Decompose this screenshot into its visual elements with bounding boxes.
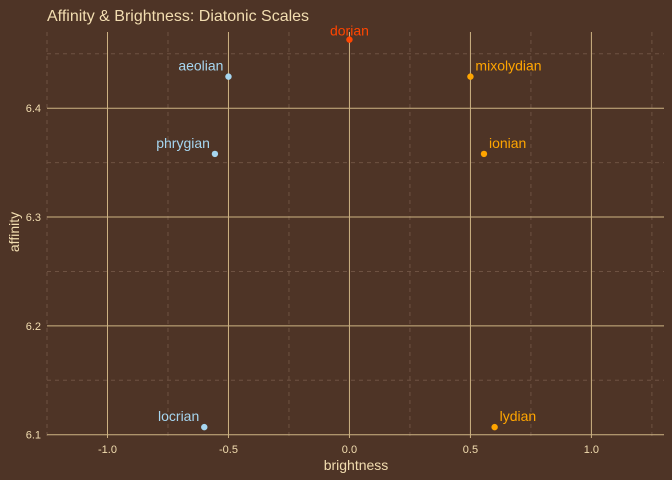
data-points: dorian aeolian mixolydian phrygian ionian loc… bbox=[156, 23, 542, 431]
data-point bbox=[211, 150, 219, 158]
data-point bbox=[346, 36, 353, 43]
y-tick-labels: 6.1 6.2 6.3 6.4 bbox=[26, 103, 41, 442]
point-label: dorian bbox=[330, 23, 369, 39]
chart-title: Affinity & Brightness: Diatonic Scales bbox=[47, 8, 309, 25]
x-axis-title: brightness bbox=[324, 457, 389, 473]
point-label: ionian bbox=[489, 135, 526, 151]
x-tick-label: 1.0 bbox=[584, 444, 599, 456]
x-tick-label: -0.5 bbox=[219, 444, 238, 456]
grid-lines bbox=[46, 32, 664, 438]
point-label: lydian bbox=[500, 408, 537, 424]
data-point bbox=[201, 423, 208, 431]
point-label: aeolian bbox=[178, 58, 223, 74]
x-tick-labels: -1.0 -0.5 0.0 0.5 1.0 bbox=[98, 444, 599, 456]
data-point bbox=[225, 73, 232, 80]
y-axis-title: affinity bbox=[6, 212, 22, 252]
point-label: locrian bbox=[158, 408, 199, 424]
data-point bbox=[467, 73, 474, 80]
x-tick-label: 0.0 bbox=[342, 444, 357, 456]
data-point bbox=[491, 423, 498, 431]
y-tick-label: 6.2 bbox=[26, 321, 41, 333]
x-tick-label: 0.5 bbox=[463, 444, 478, 456]
x-tick-label: -1.0 bbox=[98, 444, 117, 456]
point-label: phrygian bbox=[156, 135, 210, 151]
data-point bbox=[480, 150, 488, 158]
point-label: mixolydian bbox=[475, 58, 541, 74]
y-tick-label: 6.4 bbox=[26, 103, 41, 115]
y-tick-label: 6.3 bbox=[26, 212, 41, 224]
y-tick-label: 6.1 bbox=[26, 430, 41, 442]
